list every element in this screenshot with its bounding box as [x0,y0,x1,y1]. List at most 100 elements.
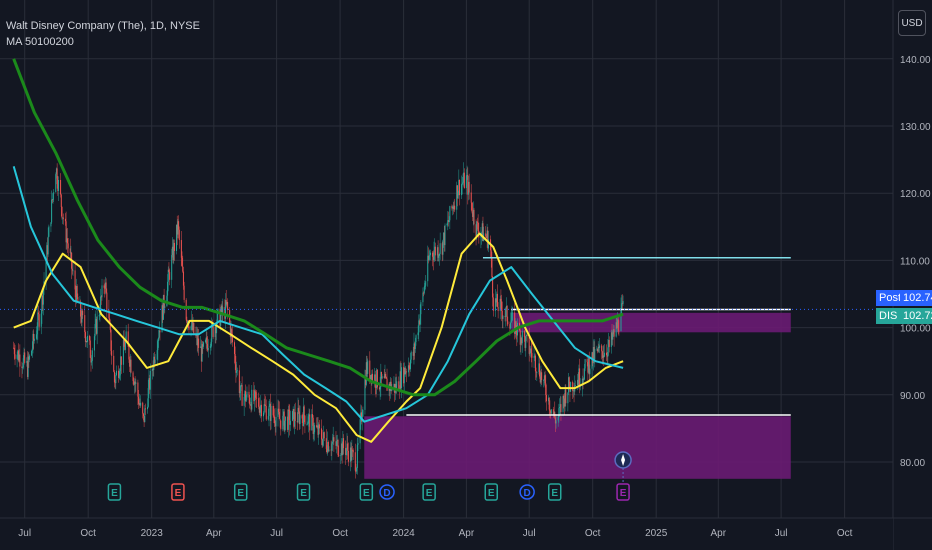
earnings-marker[interactable] [616,483,630,501]
candle-body [321,439,323,446]
candle-body [311,414,313,418]
candle-body [187,321,189,324]
candle-body [65,221,67,243]
candle-body [151,368,153,371]
post-label: Post [876,290,905,307]
earnings-marker[interactable] [422,483,436,501]
candle-body [142,413,144,417]
candle-body [269,403,271,421]
candle-body [87,335,89,342]
candle-body [429,254,431,256]
candle-body [589,368,591,375]
post-value: 102.74 [900,290,932,307]
earnings-marker[interactable] [484,483,498,501]
candle-body [432,256,434,260]
candle-body [365,378,367,385]
candle-body [105,282,107,293]
dividend-marker[interactable] [379,484,395,500]
candle-body [525,335,527,337]
candle-body [425,281,427,286]
candle-body [207,343,209,351]
candle-body [248,391,250,398]
ma-line-ma200[interactable] [12,58,624,397]
candle-body [409,368,411,370]
candle-body [138,396,140,405]
ma-line-ma50[interactable] [13,232,624,443]
candle-body [606,355,608,357]
candle-body [615,322,617,337]
candle-body [519,330,521,345]
candle-body [140,402,142,406]
candle-body [343,438,345,449]
symbol-label: DIS [876,308,901,325]
candle-body [393,383,395,387]
price-scale-panel[interactable] [893,0,932,550]
candle-body [592,346,594,364]
candle-body [408,365,410,369]
dividend-marker[interactable] [519,484,535,500]
currency-button[interactable]: USD [898,10,926,36]
candle-body [133,380,135,385]
candle-body [504,316,506,317]
indicator-label[interactable]: MA 50100200 [6,36,74,48]
candle-body [219,308,221,326]
time-tick-label: Oct [332,528,348,539]
candle-body [472,209,474,217]
candle-body [282,415,284,430]
candle-body [486,230,488,238]
candle-body [95,319,97,334]
earnings-marker[interactable] [107,483,122,501]
candle-body [205,337,207,341]
candle-body [173,242,175,251]
candle-body [206,337,208,344]
candle-body [375,386,377,388]
support-resistance-zone[interactable] [364,416,791,479]
candle-body [565,389,567,404]
candle-body [330,449,332,451]
candle-body [521,330,523,344]
candle-body [367,360,369,374]
candle-body [420,302,422,315]
earnings-marker[interactable] [233,483,248,501]
candle-body [299,415,301,425]
candle-body [22,358,24,368]
candle-body [278,408,280,412]
ma-line-ma100[interactable] [12,166,624,423]
candle-body [438,253,440,256]
candle-body [304,415,306,425]
earnings-marker[interactable] [171,483,185,501]
event-letter: E [175,488,182,499]
candle-body [303,406,305,416]
candle-body [168,269,170,273]
earnings-marker[interactable] [296,483,311,501]
support-resistance-zone[interactable] [511,312,791,333]
candle-body [385,373,387,378]
symbol-title[interactable]: Walt Disney Company (The), 1D, NYSE [6,20,200,32]
candle-body [288,409,290,411]
candle-body [436,247,438,256]
candle-body [258,398,260,407]
candle-body [171,255,173,280]
candle-body [234,342,236,355]
candle-body [128,346,130,360]
candle-body [201,344,203,362]
candle-body [240,385,242,392]
candle-body [172,246,174,261]
candle-body [256,397,258,399]
candle-body [316,425,318,428]
time-scale-panel[interactable] [0,518,893,550]
candle-body [272,405,274,416]
earnings-marker[interactable] [547,483,562,501]
candle-body [26,361,28,377]
earnings-marker[interactable] [359,483,374,501]
candle-body [180,240,182,258]
candle-body [82,310,84,316]
candle-body [283,411,285,416]
candle-body [153,356,155,370]
candle-body [548,397,550,410]
candle-body [583,368,585,380]
candle-body [574,385,576,386]
candle-body [593,346,595,360]
candle-body [108,309,110,319]
